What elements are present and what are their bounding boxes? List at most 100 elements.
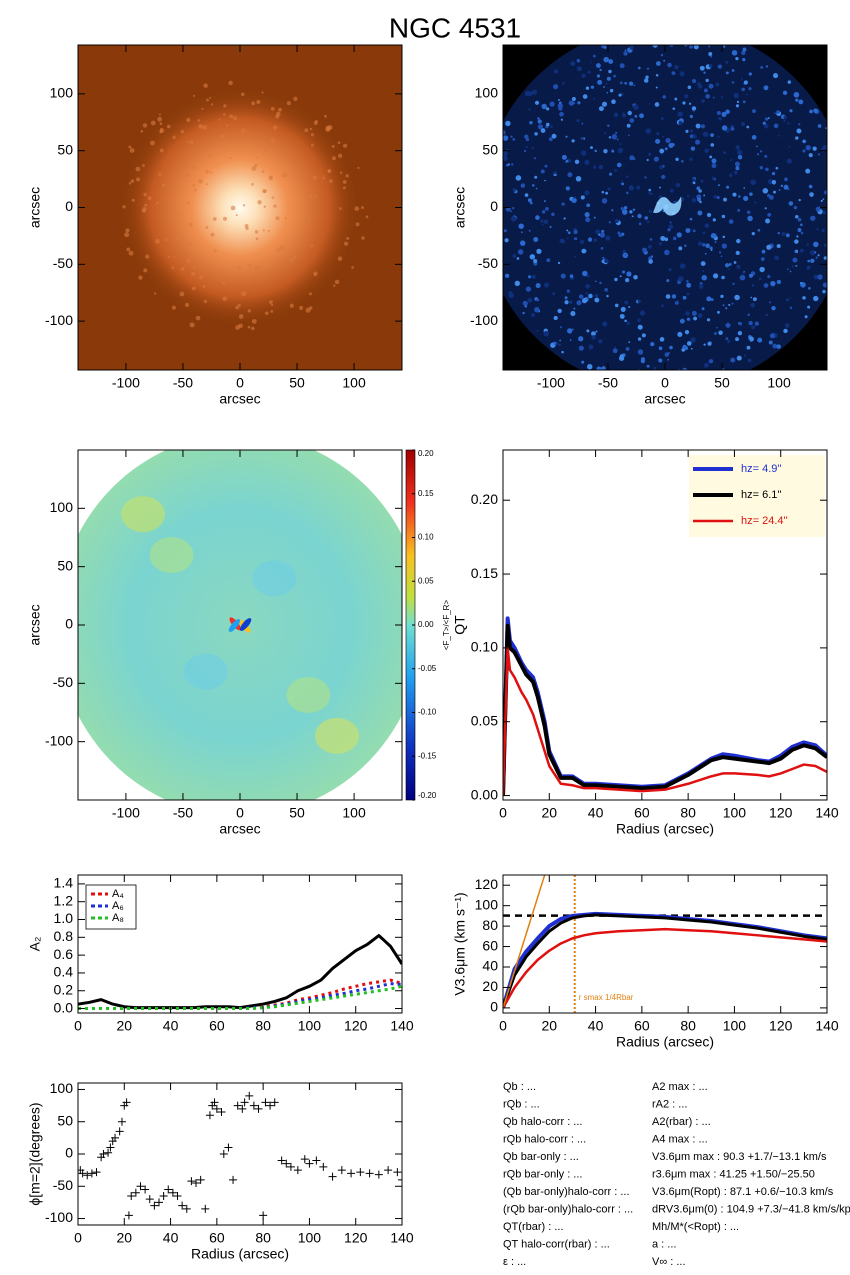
speckle bbox=[584, 212, 590, 218]
speckle bbox=[739, 274, 746, 281]
speckle bbox=[541, 103, 547, 110]
speckle bbox=[261, 170, 265, 173]
speckle bbox=[713, 194, 718, 199]
speckle bbox=[684, 94, 689, 99]
speckle bbox=[660, 53, 664, 57]
speckle bbox=[621, 182, 625, 186]
speckle bbox=[606, 91, 609, 94]
speckle bbox=[645, 128, 652, 134]
x-tick-label: 120 bbox=[344, 1230, 368, 1246]
parameter: rQb bar-only : ... bbox=[503, 1168, 582, 1180]
speckle bbox=[742, 58, 746, 62]
speckle bbox=[837, 224, 840, 227]
speckle bbox=[725, 337, 729, 340]
speckle bbox=[691, 198, 697, 203]
speckle bbox=[237, 265, 242, 270]
speckle bbox=[276, 111, 281, 117]
speckle bbox=[593, 97, 596, 100]
speckle bbox=[710, 143, 715, 147]
speckle bbox=[727, 339, 731, 344]
y-tick-label: -100 bbox=[45, 732, 73, 748]
speckle bbox=[206, 98, 209, 102]
speckle bbox=[678, 121, 683, 125]
speckle bbox=[567, 172, 573, 178]
speckle bbox=[580, 195, 585, 200]
speckle bbox=[596, 366, 602, 370]
x-tick-label: 50 bbox=[289, 375, 305, 391]
speckle bbox=[773, 190, 776, 194]
speckle bbox=[540, 219, 544, 223]
speckle bbox=[578, 294, 584, 299]
speckle bbox=[810, 258, 815, 263]
speckle bbox=[633, 274, 638, 280]
speckle bbox=[802, 296, 806, 300]
speckle bbox=[193, 265, 196, 269]
speckle bbox=[637, 371, 642, 376]
speckle bbox=[693, 316, 698, 321]
speckle bbox=[660, 117, 664, 121]
speckle bbox=[143, 192, 147, 197]
x-tick-label: 100 bbox=[298, 1230, 322, 1246]
speckle bbox=[306, 185, 309, 188]
speckle bbox=[813, 295, 819, 302]
speckle bbox=[834, 165, 838, 169]
speckle bbox=[572, 101, 576, 105]
y-axis-label: ϕ[m=2](degrees) bbox=[27, 1102, 43, 1205]
point bbox=[319, 1162, 328, 1171]
speckle bbox=[585, 86, 590, 90]
speckle bbox=[593, 216, 596, 219]
speckle bbox=[706, 318, 711, 322]
speckle bbox=[342, 180, 347, 184]
speckle bbox=[617, 147, 624, 154]
speckle bbox=[175, 235, 180, 241]
speckle bbox=[562, 82, 565, 85]
speckle bbox=[718, 251, 722, 254]
speckle bbox=[524, 193, 529, 197]
y-axis-label: arcsec bbox=[27, 187, 43, 228]
speckle bbox=[662, 95, 666, 99]
speckle bbox=[580, 137, 583, 140]
speckle bbox=[822, 210, 826, 215]
speckle bbox=[621, 209, 628, 215]
speckle bbox=[251, 101, 256, 106]
speckle bbox=[616, 162, 622, 168]
speckle bbox=[150, 140, 155, 146]
speckle bbox=[692, 181, 696, 185]
speckle bbox=[587, 363, 593, 370]
figure-title: NGC 4531 bbox=[389, 12, 521, 43]
point bbox=[393, 1168, 402, 1177]
speckle bbox=[690, 337, 696, 343]
panel: 0 20 40 60 80 100 120 140 -100 -50 0 50 100 Radius (a… bbox=[27, 1080, 414, 1262]
point bbox=[115, 1127, 124, 1136]
speckle bbox=[247, 325, 251, 329]
x-tick-label: 140 bbox=[390, 1230, 414, 1246]
speckle bbox=[195, 315, 201, 321]
speckle bbox=[773, 123, 779, 129]
speckle bbox=[702, 131, 709, 137]
x-axis-label: arcsec bbox=[219, 821, 260, 837]
speckle bbox=[656, 132, 660, 136]
speckle bbox=[241, 92, 245, 97]
speckle bbox=[689, 217, 693, 221]
speckle bbox=[222, 216, 228, 221]
speckle bbox=[591, 331, 596, 337]
speckle bbox=[668, 224, 674, 230]
speckle bbox=[684, 330, 690, 335]
speckle bbox=[757, 228, 761, 232]
speckle bbox=[293, 96, 298, 101]
speckle bbox=[586, 329, 590, 333]
speckle bbox=[734, 294, 740, 301]
speckle bbox=[503, 155, 508, 161]
speckle bbox=[805, 145, 811, 151]
speckle bbox=[733, 92, 740, 99]
colorbar-tick-label: -0.10 bbox=[418, 708, 437, 717]
speckle bbox=[652, 45, 658, 48]
speckle bbox=[310, 143, 314, 147]
speckle bbox=[191, 286, 196, 291]
speckle bbox=[560, 326, 563, 329]
speckle bbox=[740, 122, 746, 127]
speckle bbox=[229, 114, 234, 119]
speckle bbox=[699, 200, 702, 204]
speckle bbox=[636, 371, 641, 376]
y-tick-label: 1.4 bbox=[54, 875, 74, 891]
